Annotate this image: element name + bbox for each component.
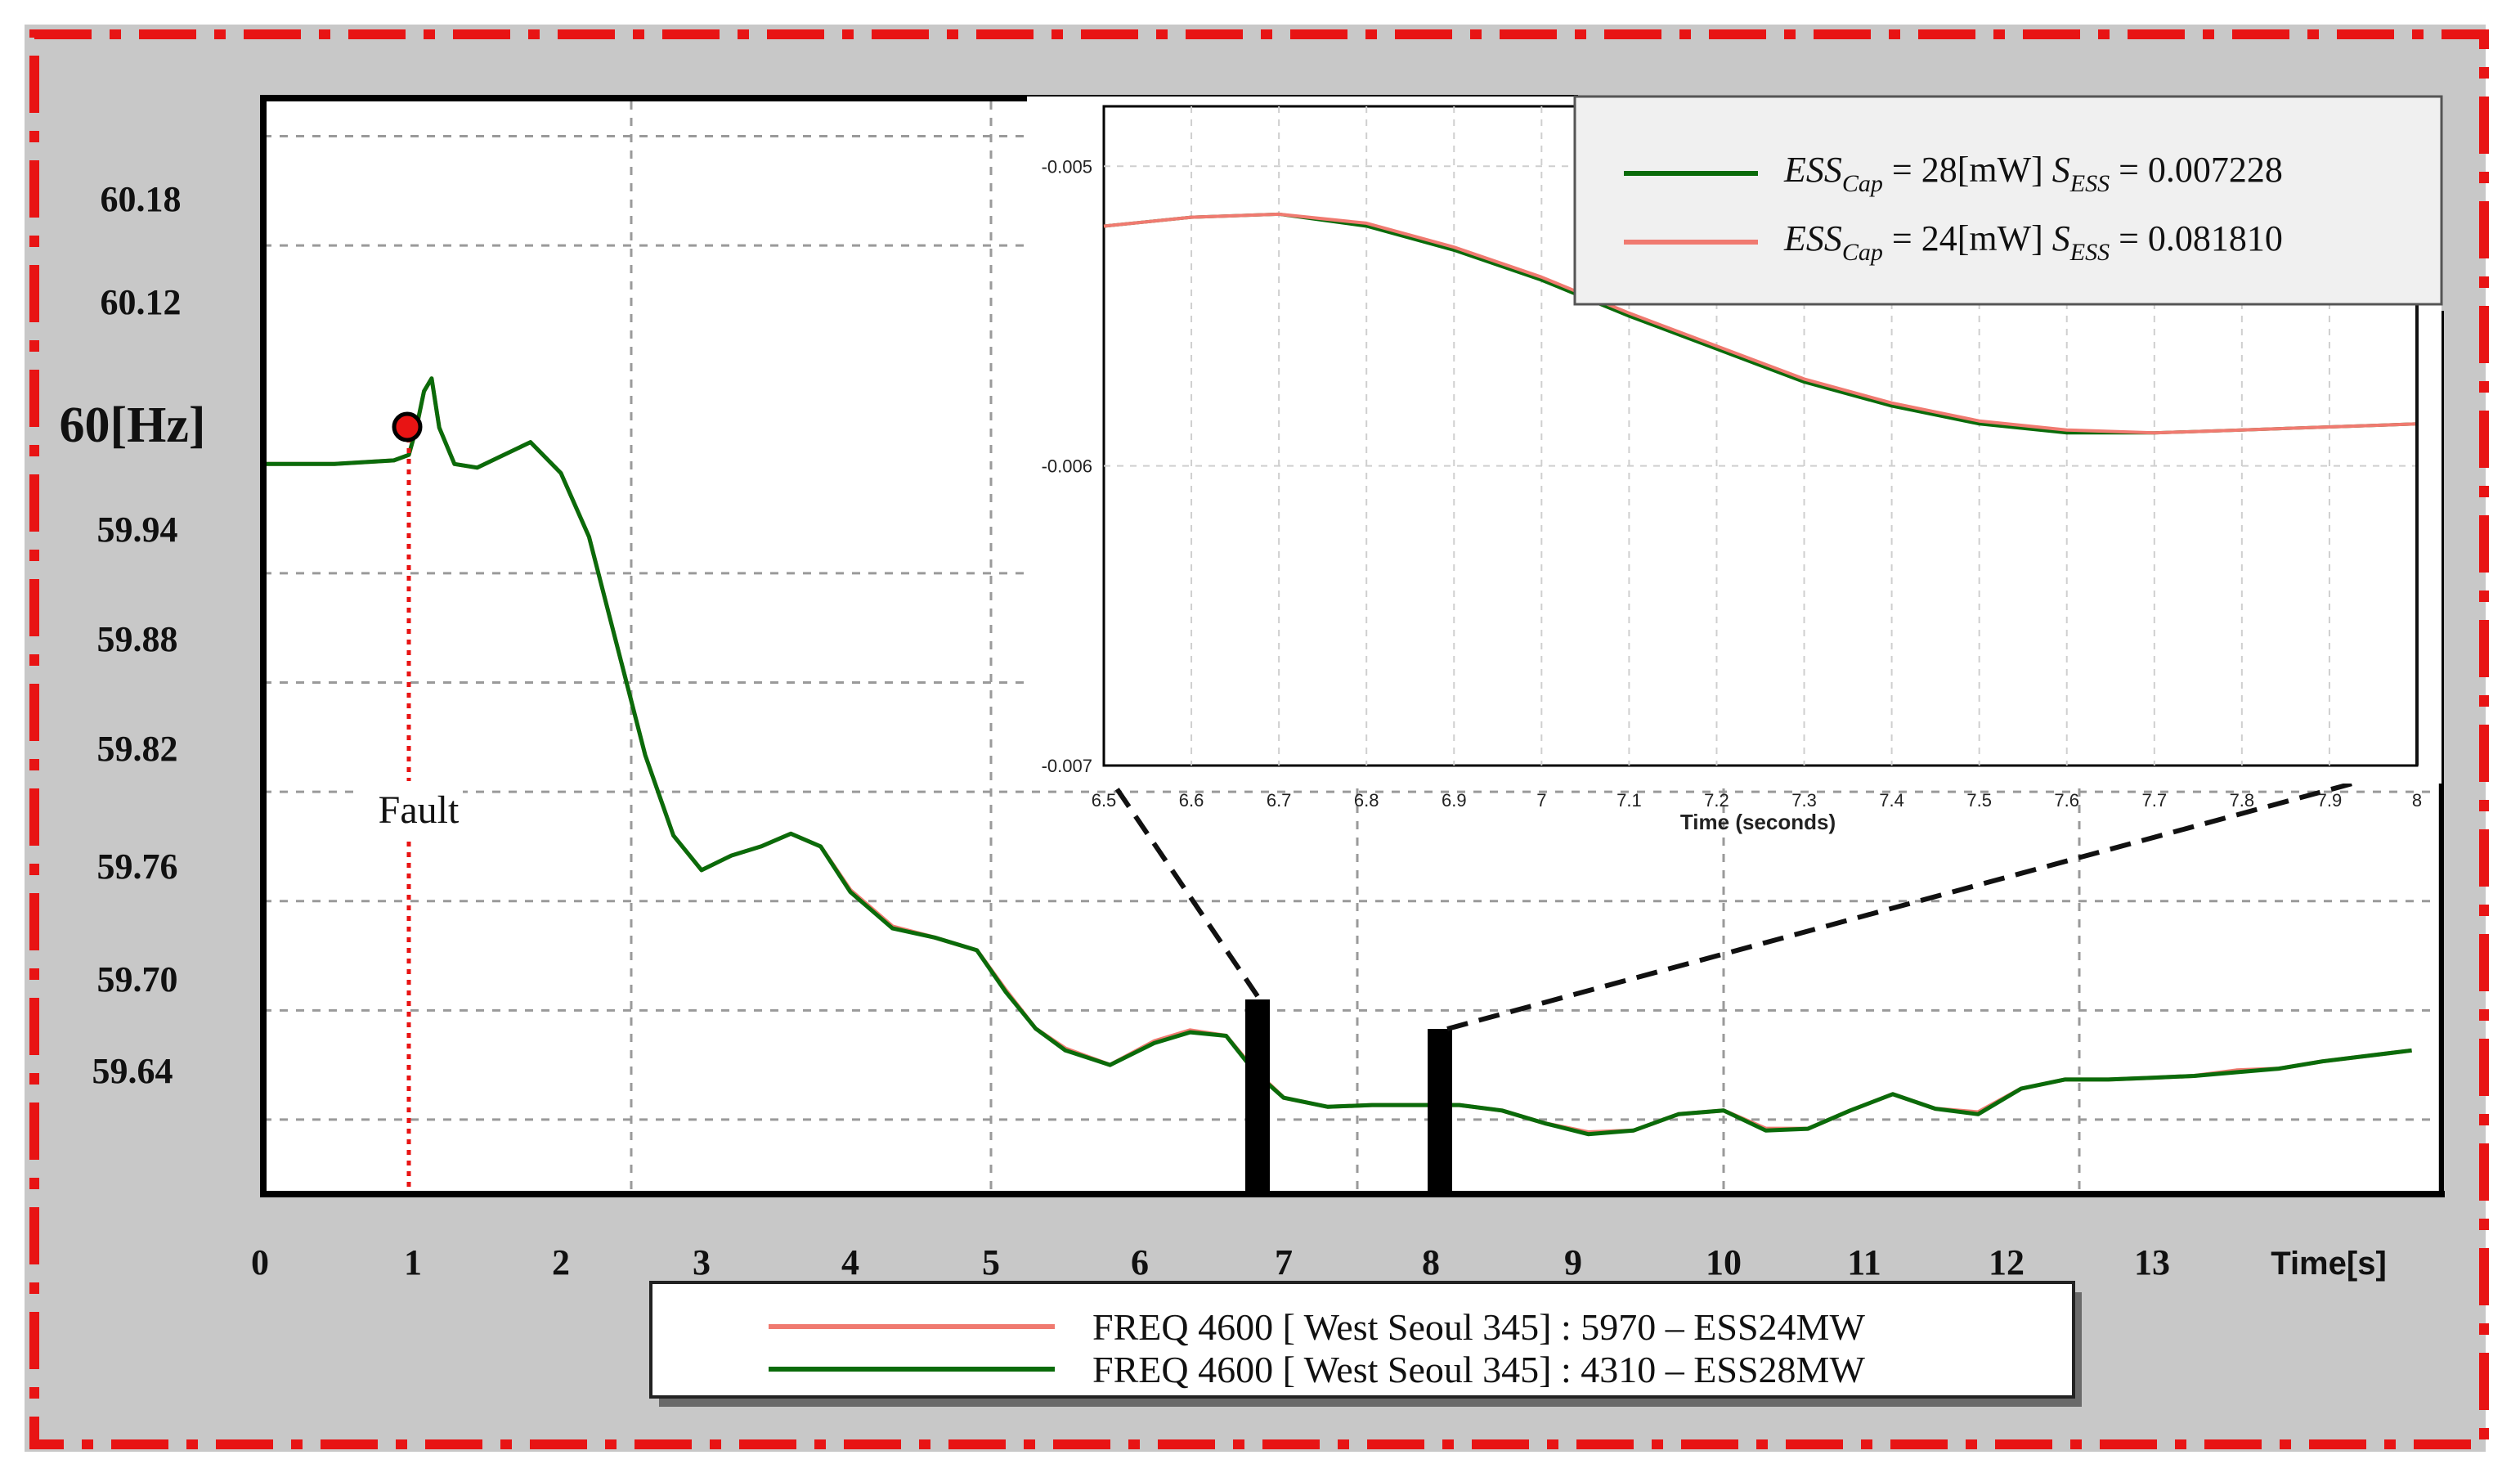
x-tick-label: 0 [251,1242,269,1282]
x-tick-label: 3 [693,1242,711,1282]
x-axis-label: Time[s] [2271,1246,2387,1282]
x-tick-label: 11 [1847,1242,1881,1282]
legend-cap-subscript: Cap [1842,170,1883,197]
zoom-marker-end [1428,1029,1452,1196]
frame-dash-border [29,29,2489,1449]
x-tick-label: 4 [841,1242,859,1282]
x-tick-label: 6 [1131,1242,1149,1282]
fault-marker [392,411,423,442]
inset-legend [1573,95,2443,306]
inset-y-tick-label: -0.005 [1042,156,1092,177]
y-tick-label: 59.70 [97,959,178,999]
x-tick-label: 8 [1422,1242,1440,1282]
fault-label: Fault [379,788,460,832]
legend-ess-prefix: ESS [1783,218,1842,258]
x-tick-label: 10 [1706,1242,1742,1282]
inset-y-tick-label: -0.006 [1042,456,1092,477]
inset-y-tick-label: -0.007 [1042,756,1092,776]
y-tick-label: 59.76 [97,847,178,887]
y-tick-label: 60.12 [101,282,182,322]
inset-x-tick-label: 7.4 [1879,790,1904,811]
zoom-connector-right [1446,762,2423,1031]
inset-x-tick-label: 6.7 [1267,790,1292,811]
main-legend [649,1281,2075,1399]
inset-x-tick-label: 6.8 [1354,790,1379,811]
legend-cap-value: = 28[mW] [1883,150,2052,190]
inset-x-tick-label: 7.9 [2317,790,2343,811]
inset-x-tick-label: 7.7 [2142,790,2168,811]
y-tick-label: 60[Hz] [59,397,205,453]
legend-ess-prefix: ESS [1783,150,1842,190]
inset-x-tick-label: 7.2 [1704,790,1729,811]
x-tick-label: 9 [1564,1242,1582,1282]
zoom-connector-left [1098,763,1260,998]
legend-sess-value: = 0.081810 [2110,218,2283,258]
inset-x-tick-label: 6.9 [1442,790,1467,811]
fault-label-bg [360,781,463,840]
inset-x-tick-label: 7.8 [2230,790,2255,811]
series-line-esscap28 [260,376,2412,1137]
inset-x-tick-label: 7.5 [1966,790,1992,811]
y-tick-label: 59.82 [97,729,178,769]
inset-x-tick-label: 7.6 [2054,790,2079,811]
legend-label-esscap28: FREQ 4600 [ West Seoul 345] : 4310 – ESS… [1092,1349,1865,1390]
inset-series-group [1103,212,2418,435]
legend-s-symbol: S [2052,150,2070,190]
x-tick-label: 5 [982,1242,1000,1282]
main-series-group [260,376,2412,1137]
legend-ess-subscript: ESS [2069,170,2110,197]
legend-cap-subscript: Cap [1842,239,1883,266]
legend-s-symbol: S [2052,218,2070,258]
legend-cap-value: = 24[mW] [1883,218,2052,258]
inset-x-tick-label: 7.3 [1791,790,1817,811]
inset-x-tick-label: 7.1 [1616,790,1642,811]
inset-x-tick-label: 6.6 [1179,790,1204,811]
x-tick-label: 2 [552,1242,570,1282]
inset-x-tick-label: 6.5 [1092,790,1117,811]
x-tick-label: 1 [404,1242,422,1282]
inset-x-tick-label: 7 [1536,790,1546,811]
inset-x-axis-label: Time (seconds) [1680,810,1836,834]
inset-legend-label-esscap28: ESSCap = 28[mW] SESS = 0.007228 [1783,150,2283,197]
inset-legend-label-esscap24: ESSCap = 24[mW] SESS = 0.081810 [1783,218,2283,266]
x-tick-label: 13 [2134,1242,2170,1282]
y-tick-label: 59.64 [92,1051,173,1091]
y-tick-label: 59.94 [97,510,178,550]
y-tick-label: 59.88 [97,619,178,659]
legend-ess-subscript: ESS [2069,239,2110,266]
legend-label-esscap24: FREQ 4600 [ West Seoul 345] : 5970 – ESS… [1092,1306,1865,1348]
inset-x-tick-label: 8 [2412,790,2422,811]
inset-tick-group: 6.5 6.6 6.7 6.8 6.9 7 7.1 7.2 7.3 7.4 7.5 7.6 7.7 7.8… [1042,156,2423,811]
x-tick-label: 7 [1275,1242,1293,1282]
x-tick-label: 12 [1989,1242,2025,1282]
inset-line-esscap24 [1103,212,2418,435]
y-tick-label: 60.18 [101,179,182,219]
legend-sess-value: = 0.007228 [2110,150,2283,190]
zoom-marker-start [1245,999,1270,1196]
